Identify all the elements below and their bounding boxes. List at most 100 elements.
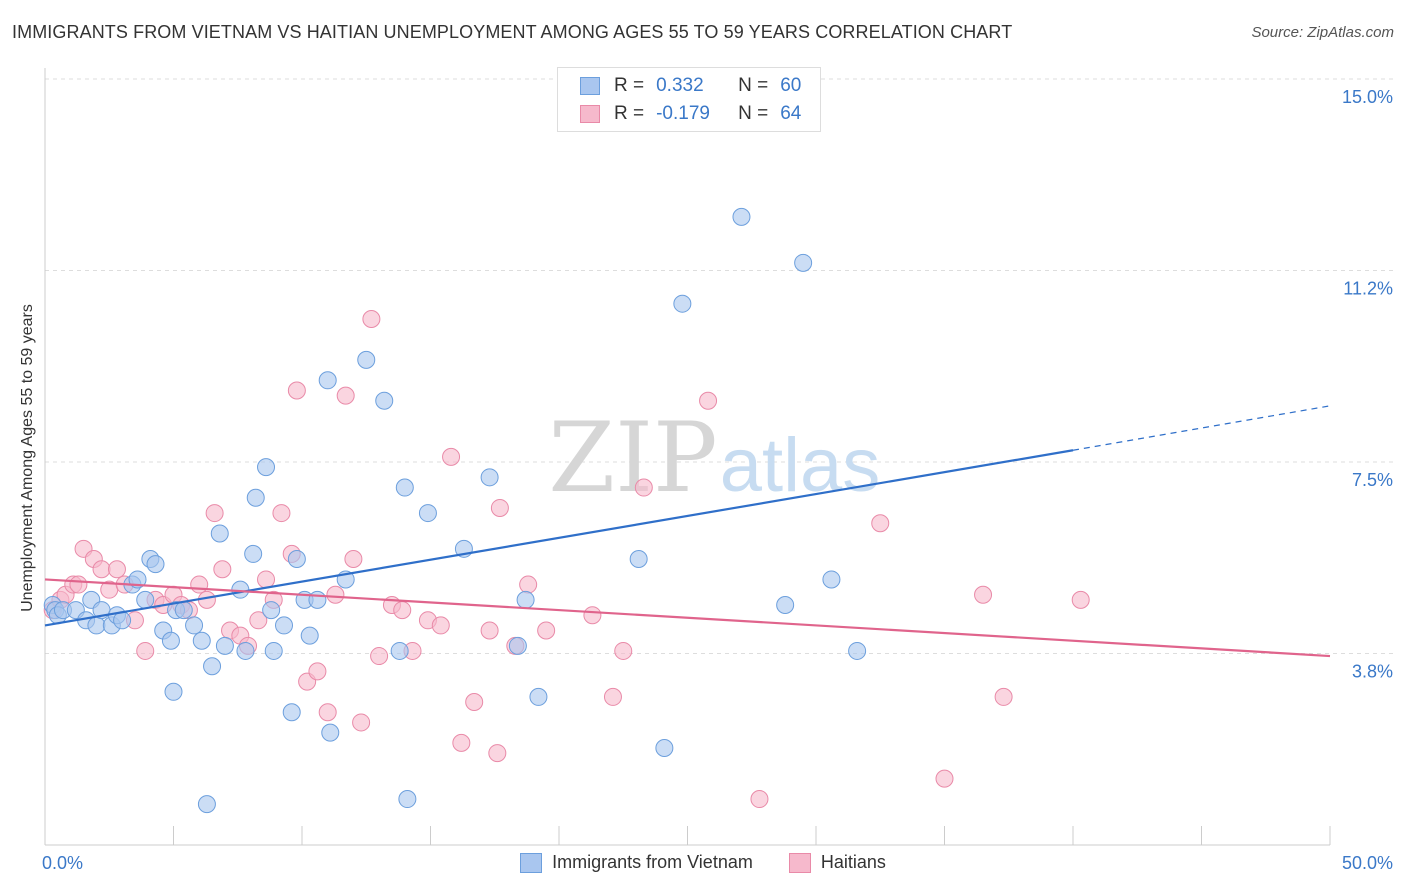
haitian-point bbox=[490, 498, 509, 517]
vietnam-point bbox=[848, 641, 867, 660]
vietnam-point bbox=[136, 590, 155, 609]
vietnam-point bbox=[185, 616, 204, 635]
vietnam-point bbox=[794, 253, 813, 272]
vietnam-point bbox=[308, 590, 327, 609]
vietnam-point bbox=[480, 468, 499, 487]
y-tick-label: 15.0% bbox=[1342, 87, 1393, 107]
vietnam-point bbox=[164, 682, 183, 701]
grid-lines bbox=[45, 78, 1395, 654]
vietnam-legend-swatch bbox=[520, 852, 543, 873]
vietnam-regression-extension bbox=[1072, 405, 1331, 451]
vietnam-point bbox=[300, 626, 319, 645]
vietnam-point bbox=[236, 641, 255, 660]
watermark-zip: ZIP bbox=[548, 402, 717, 514]
haitian-point bbox=[370, 647, 389, 666]
y-tick-label: 3.8% bbox=[1352, 662, 1393, 682]
vietnam-point bbox=[197, 795, 216, 814]
series-legend: Immigrants from Vietnam Haitians bbox=[0, 852, 1406, 873]
haitian-point bbox=[465, 693, 484, 712]
vietnam-point bbox=[398, 790, 417, 809]
chart-source: Source: ZipAtlas.com bbox=[1251, 24, 1394, 41]
haitian-point bbox=[699, 391, 718, 410]
vietnam-point bbox=[318, 371, 337, 390]
haitian-point bbox=[480, 621, 499, 640]
x-tick-label: 50.0% bbox=[1342, 853, 1393, 873]
haitian-legend-label: Haitians bbox=[820, 852, 886, 872]
haitian-point bbox=[69, 575, 88, 594]
vietnam-point bbox=[822, 570, 841, 589]
haitian-point bbox=[336, 386, 355, 405]
haitian-point bbox=[750, 790, 769, 809]
vietnam-point bbox=[673, 294, 692, 313]
haitian-point bbox=[308, 662, 327, 681]
y-tick-label: 11.2% bbox=[1343, 279, 1393, 299]
haitian-points bbox=[43, 310, 1090, 809]
haitian-regression-line bbox=[44, 578, 1331, 658]
vietnam-point bbox=[203, 657, 222, 676]
haitian-point bbox=[603, 687, 622, 706]
vietnam-point bbox=[192, 631, 211, 650]
r-label: R = bbox=[614, 75, 645, 96]
correlation-legend: R = 0.332 N = 60 R = -0.179 N = 64 bbox=[557, 67, 821, 132]
haitian-point bbox=[107, 560, 126, 579]
n-label: N = bbox=[738, 75, 769, 96]
haitian-point bbox=[537, 621, 556, 640]
vietnam-point bbox=[357, 350, 376, 369]
vietnam-points bbox=[43, 207, 867, 814]
watermark: ZIP atlas bbox=[548, 402, 880, 514]
haitian-point bbox=[362, 310, 381, 329]
vietnam-point bbox=[282, 703, 301, 722]
vietnam-point bbox=[418, 504, 437, 523]
haitian-point bbox=[326, 585, 345, 604]
vietnam-point bbox=[275, 616, 294, 635]
vietnam-point bbox=[395, 478, 414, 497]
vietnam-point bbox=[732, 207, 751, 226]
haitian-point bbox=[452, 733, 471, 752]
vietnam-point bbox=[655, 738, 674, 757]
tick-labels: 3.8% 7.5% 11.2% 15.0% 0.0% 50.0% bbox=[42, 87, 1393, 873]
vietnam-regression-line bbox=[44, 449, 1074, 627]
legend-item-vietnam: Immigrants from Vietnam bbox=[520, 852, 753, 873]
haitian-point bbox=[488, 744, 507, 763]
chart-title: IMMIGRANTS FROM VIETNAM VS HAITIAN UNEMP… bbox=[12, 22, 1013, 42]
vietnam-point bbox=[629, 550, 648, 569]
haitian-point bbox=[583, 606, 602, 625]
haitian-swatch bbox=[580, 105, 600, 123]
n-label: N = bbox=[738, 103, 769, 124]
vietnam-point bbox=[210, 524, 229, 543]
vietnam-point bbox=[529, 687, 548, 706]
haitian-legend-swatch bbox=[788, 852, 811, 873]
n-value: 60 bbox=[780, 75, 802, 96]
haitian-point bbox=[994, 687, 1013, 706]
vietnam-point bbox=[776, 595, 795, 614]
vietnam-point bbox=[215, 636, 234, 655]
haitian-point bbox=[393, 601, 412, 620]
watermark-atlas: atlas bbox=[720, 423, 881, 508]
haitian-point bbox=[190, 575, 209, 594]
haitian-point bbox=[257, 570, 276, 589]
haitian-point bbox=[634, 478, 653, 497]
haitian-point bbox=[614, 641, 633, 660]
haitian-point bbox=[442, 447, 461, 466]
r-label: R = bbox=[614, 103, 645, 124]
legend-row-haitian: R = -0.179 N = 64 bbox=[580, 102, 801, 126]
vietnam-point bbox=[287, 550, 306, 569]
vietnam-point bbox=[146, 555, 165, 574]
n-value: 64 bbox=[780, 103, 802, 124]
haitian-point bbox=[935, 769, 954, 788]
vietnam-point bbox=[87, 616, 106, 635]
x-tick-label: 0.0% bbox=[42, 853, 83, 873]
vietnam-point bbox=[257, 458, 276, 477]
vietnam-point bbox=[516, 590, 535, 609]
vietnam-swatch bbox=[580, 77, 600, 95]
vietnam-legend-label: Immigrants from Vietnam bbox=[552, 852, 753, 872]
y-tick-label: 7.5% bbox=[1352, 470, 1393, 490]
haitian-point bbox=[287, 381, 306, 400]
vietnam-point bbox=[264, 641, 283, 660]
haitian-point bbox=[352, 713, 371, 732]
legend-row-vietnam: R = 0.332 N = 60 bbox=[580, 74, 801, 98]
r-value: -0.179 bbox=[656, 103, 710, 124]
vietnam-point bbox=[246, 488, 265, 507]
regression-lines bbox=[44, 405, 1331, 658]
